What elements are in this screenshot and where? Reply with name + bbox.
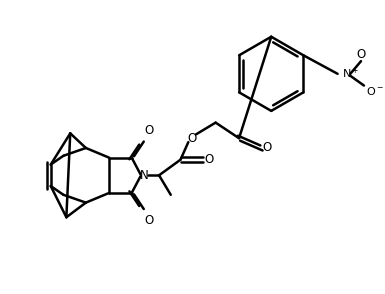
Text: O: O bbox=[204, 153, 213, 166]
Text: N$^+$: N$^+$ bbox=[343, 66, 360, 81]
Text: O: O bbox=[263, 141, 272, 154]
Text: O: O bbox=[145, 124, 154, 137]
Text: O$^-$: O$^-$ bbox=[366, 85, 384, 97]
Text: O: O bbox=[145, 214, 154, 227]
Text: N: N bbox=[140, 169, 149, 182]
Text: O: O bbox=[187, 132, 197, 145]
Text: O: O bbox=[357, 48, 366, 61]
